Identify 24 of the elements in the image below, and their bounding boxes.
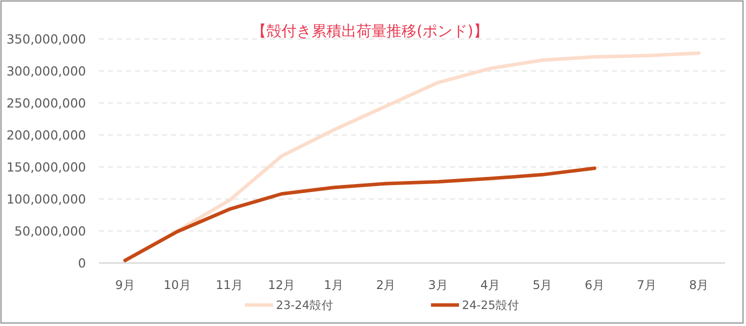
- x-tick-label: 6月: [584, 278, 604, 292]
- x-tick-label: 7月: [636, 278, 657, 292]
- chart-title: 【殻付き累積出荷量推移(ポンド)】: [252, 22, 488, 40]
- x-tick-label: 11月: [216, 278, 244, 292]
- y-tick-label: 150,000,000: [6, 160, 86, 174]
- x-tick-label: 3月: [428, 278, 448, 292]
- y-tick-label: 350,000,000: [6, 32, 86, 46]
- y-tick-label: 250,000,000: [6, 96, 86, 110]
- legend-label: 24-25殻付: [462, 298, 520, 312]
- y-tick-label: 50,000,000: [14, 224, 86, 238]
- y-tick-label: 300,000,000: [6, 64, 86, 78]
- x-tick-label: 5月: [532, 278, 552, 292]
- x-tick-label: 10月: [164, 278, 191, 292]
- line-series: [123, 166, 596, 262]
- y-tick-label: 200,000,000: [6, 128, 86, 142]
- legend-label: 23-24殻付: [276, 298, 334, 312]
- y-tick-label: 100,000,000: [6, 192, 86, 206]
- x-tick-label: 8月: [689, 278, 709, 292]
- x-tick-label: 4月: [480, 278, 500, 292]
- x-tick-label: 12月: [268, 278, 296, 292]
- x-tick-label: 9月: [115, 278, 135, 292]
- y-tick-label: 0: [78, 256, 86, 270]
- x-tick-label: 2月: [376, 278, 396, 292]
- x-tick-label: 1月: [324, 278, 344, 292]
